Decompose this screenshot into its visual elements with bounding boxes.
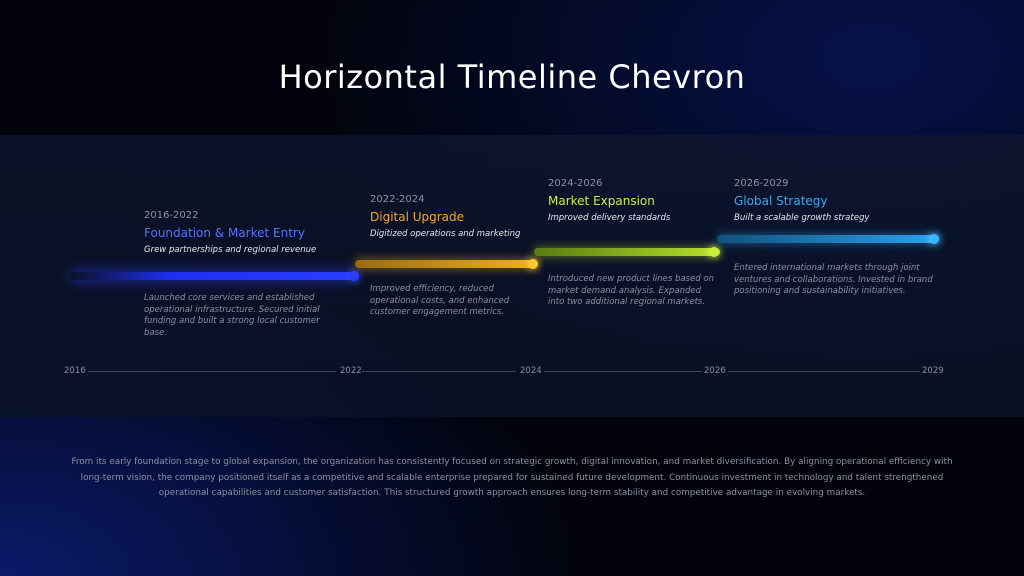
milestone-2-subtitle: Digitized operations and marketing — [370, 229, 521, 239]
milestone-1-bar — [70, 272, 356, 280]
milestone-3-description: Introduced new product lines based on ma… — [548, 274, 714, 307]
milestone-4-dot — [929, 234, 939, 244]
axis-line-4 — [728, 371, 920, 372]
milestone-3-dot — [709, 247, 719, 257]
milestone-3-years: 2024-2026 — [548, 178, 603, 189]
milestone-1-title: Foundation & Market Entry — [144, 226, 305, 240]
milestone-3-bar — [534, 248, 720, 256]
milestone-1-description: Launched core services and established o… — [144, 293, 320, 338]
milestone-4-subtitle: Built a scalable growth strategy — [734, 213, 870, 223]
axis-label-2022: 2022 — [340, 366, 362, 376]
milestone-1-subtitle: Grew partnerships and regional revenue — [144, 245, 317, 255]
axis-label-2016: 2016 — [64, 366, 86, 376]
milestone-4-title: Global Strategy — [734, 194, 828, 208]
milestone-3-subtitle: Improved delivery standards — [548, 213, 671, 223]
milestone-4-description: Entered international markets through jo… — [734, 263, 933, 296]
milestone-2-description: Improved efficiency, reduced operational… — [370, 284, 510, 317]
milestone-1-years: 2016-2022 — [144, 210, 199, 221]
axis-label-2029: 2029 — [922, 366, 944, 376]
axis-line-3 — [544, 371, 702, 372]
milestone-4-bar — [717, 235, 939, 243]
milestone-4-years: 2026-2029 — [734, 178, 789, 189]
milestone-2-years: 2022-2024 — [370, 194, 425, 205]
axis-label-2026: 2026 — [704, 366, 726, 376]
milestone-1-dot — [349, 271, 359, 281]
axis-label-2024: 2024 — [520, 366, 542, 376]
milestone-2-title: Digital Upgrade — [370, 210, 465, 224]
axis-line-2 — [362, 371, 516, 372]
slide-title: Horizontal Timeline Chevron — [278, 58, 746, 96]
axis-line-1 — [88, 371, 336, 372]
footer-paragraph: From its early foundation stage to globa… — [71, 457, 953, 498]
milestone-2-dot — [528, 259, 538, 269]
milestone-2-bar — [355, 260, 537, 268]
milestone-3-title: Market Expansion — [548, 194, 655, 208]
